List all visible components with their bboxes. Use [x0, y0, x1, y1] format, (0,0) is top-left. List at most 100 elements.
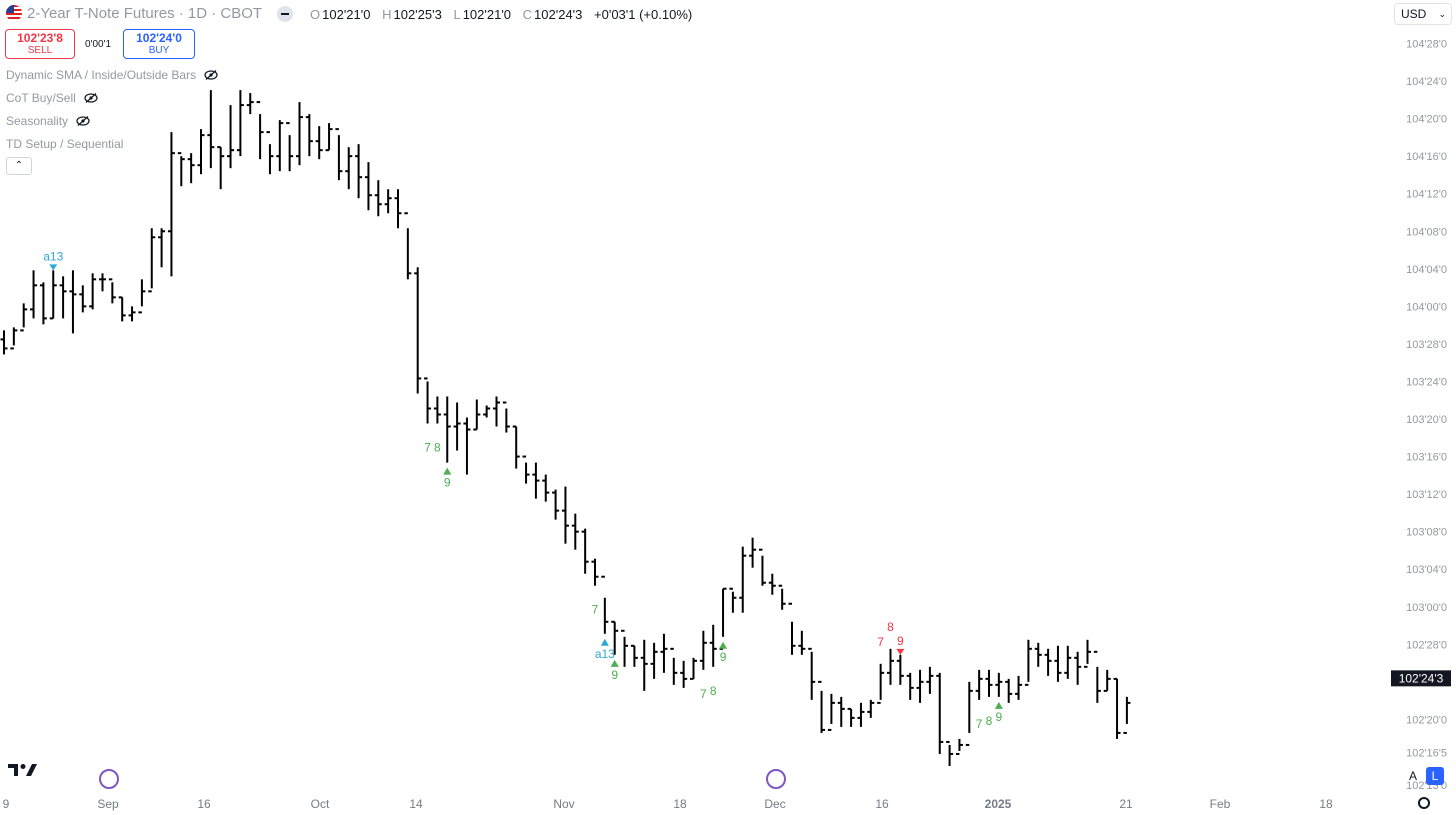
ohlc-bar	[404, 212, 412, 280]
td-count-label: 8	[434, 441, 441, 455]
eye-hidden-icon[interactable]	[84, 93, 98, 103]
td-count-label: 8	[887, 620, 894, 634]
ohlc-bar	[296, 102, 303, 166]
ohlc-bar	[79, 285, 87, 313]
tradingview-logo[interactable]	[8, 762, 38, 778]
ohlc-bar	[1123, 696, 1131, 734]
gear-icon[interactable]	[1418, 797, 1430, 809]
td-count-label: 7	[976, 717, 983, 731]
ohlc-bar	[256, 101, 264, 160]
ohlc-bar	[995, 672, 1003, 697]
ohlc-bar	[749, 537, 757, 568]
price-axis-tick: 103'28'0	[1406, 339, 1447, 351]
go-to-realtime-icon[interactable]	[766, 769, 786, 789]
ohlc-bar	[128, 306, 136, 322]
ohlc-bar	[99, 273, 106, 292]
chart-header: 2-Year T-Note Futures · 1D · CBOT O 102'2…	[0, 0, 1390, 28]
us-flag-icon	[6, 5, 22, 21]
ohlc-bar	[217, 146, 225, 190]
price-axis-tick: 104'16'0	[1406, 151, 1447, 163]
price-axis-tick: 103'12'0	[1406, 489, 1447, 501]
ohlc-bar	[1054, 645, 1062, 682]
indicator-cot[interactable]: CoT Buy/Sell	[6, 91, 98, 105]
ohlc-bar	[581, 528, 589, 574]
ohlc-bar	[985, 669, 993, 697]
td-arrow-up-icon	[719, 641, 728, 649]
ohlc-bar	[39, 282, 47, 325]
ohlc-bar	[729, 587, 737, 613]
auto-scale-button[interactable]: A	[1408, 769, 1417, 783]
low-value: 102'21'0	[462, 7, 512, 22]
ohlc-bar	[345, 147, 353, 190]
indicator-label: Dynamic SMA / Inside/Outside Bars	[6, 68, 197, 82]
sell-label: SELL	[27, 45, 53, 56]
ohlc-bar	[148, 228, 156, 293]
chevron-up-icon[interactable]: ⌃	[6, 157, 32, 175]
ohlc-bar	[177, 152, 185, 187]
ohlc-bar	[305, 114, 313, 157]
ohlc-bar	[1064, 645, 1072, 679]
ohlc-bar	[30, 270, 38, 319]
collapse-legend-button[interactable]	[277, 6, 293, 22]
td-arrow-up-icon	[443, 467, 452, 475]
ohlc-bar	[236, 90, 244, 157]
close-key: C	[522, 7, 533, 22]
buy-button[interactable]: 102'24'0 BUY	[123, 29, 195, 59]
indicator-dynamic-sma[interactable]: Dynamic SMA / Inside/Outside Bars	[6, 68, 218, 82]
price-axis-tick: 102'16'5	[1406, 747, 1447, 759]
low-key: L	[453, 7, 461, 22]
date-axis-tick: 2025	[985, 797, 1012, 811]
ohlc-bar	[857, 702, 865, 727]
ohlc-bar	[571, 513, 579, 550]
ohlc-bar	[877, 663, 885, 704]
ohlc-bar	[1044, 648, 1052, 676]
ohlc-bar	[433, 396, 441, 424]
indicator-label: TD Setup / Sequential	[6, 137, 124, 151]
go-to-realtime-icon[interactable]	[99, 769, 119, 789]
ohlc-bar	[621, 629, 629, 667]
ohlc-bar	[522, 455, 530, 484]
price-axis-tick: 104'20'0	[1406, 114, 1447, 126]
ohlc-bar	[1024, 639, 1032, 686]
date-axis-tick: Feb	[1210, 797, 1231, 811]
ohlc-bar	[335, 128, 343, 181]
currency-select[interactable]: USD ⌄	[1394, 3, 1452, 25]
ohlc-bar	[197, 129, 205, 175]
ohlc-bar	[1074, 651, 1082, 685]
ohlc-bar	[355, 144, 363, 199]
price-axis-tick: 103'08'0	[1406, 527, 1447, 539]
symbol-title[interactable]: 2-Year T-Note Futures · 1D · CBOT	[27, 5, 263, 22]
price-axis-tick: 102'28'0	[1406, 639, 1447, 651]
ohlc-bar	[640, 639, 648, 691]
ohlc-bar	[1113, 677, 1121, 739]
ohlc-bar	[778, 584, 786, 610]
ohlc-bar	[591, 558, 599, 586]
price-axis-tick: 103'16'0	[1406, 452, 1447, 464]
ohlc-bar	[1103, 669, 1111, 692]
sell-button[interactable]: 102'23'8 SELL	[5, 29, 75, 59]
ohlc-bar	[1093, 650, 1101, 703]
high-key: H	[382, 7, 392, 22]
td-count-label: 9	[996, 710, 1003, 724]
td-count-label: a13	[43, 249, 63, 263]
date-axis-tick: 14	[409, 797, 423, 811]
eye-hidden-icon[interactable]	[76, 116, 90, 126]
ohlc-bar	[69, 270, 77, 334]
td-count-label: 7	[592, 603, 599, 617]
indicator-td-sequential[interactable]: TD Setup / Sequential	[6, 137, 123, 151]
ohlc-bar	[473, 399, 481, 431]
indicator-seasonality[interactable]: Seasonality	[6, 114, 90, 128]
eye-hidden-icon[interactable]	[204, 70, 218, 80]
log-scale-button[interactable]: L	[1426, 767, 1444, 785]
price-axis-tick: 102'20'0	[1406, 714, 1447, 726]
ohlc-bar	[847, 707, 855, 727]
high-value: 102'25'3	[393, 7, 442, 22]
price-axis-tick: 104'08'0	[1406, 226, 1447, 238]
ohlc-bar	[827, 693, 835, 731]
ohlc-bar	[680, 660, 688, 688]
ohlc-bar	[374, 180, 382, 217]
ohlc-bar	[650, 642, 658, 679]
ohlc-bar	[975, 669, 983, 700]
date-axis-tick: 16	[875, 797, 889, 811]
